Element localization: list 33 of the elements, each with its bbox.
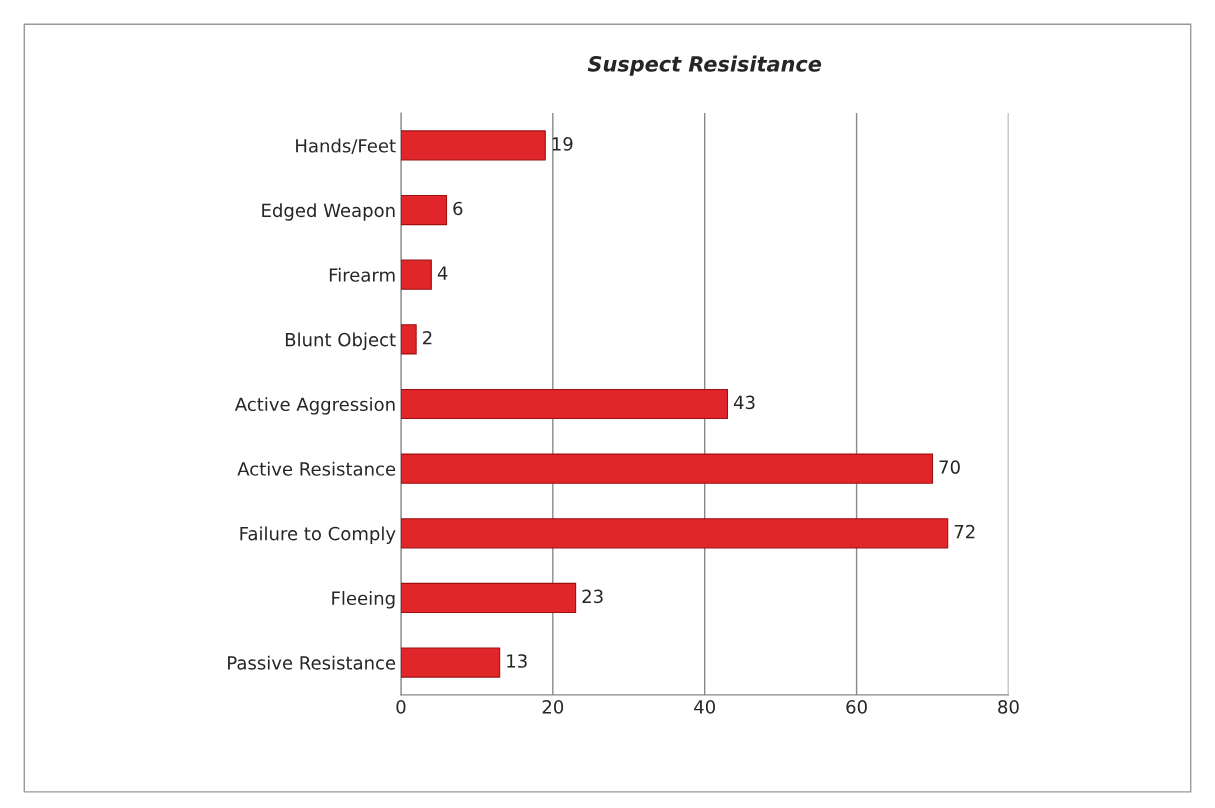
bar [400,518,949,549]
data-label: 13 [507,654,527,668]
bar [400,388,729,420]
data-label: 43 [733,395,755,410]
x-tick-label: 20 [542,700,564,714]
data-label: 2 [423,330,432,345]
bar [400,130,546,161]
y-tick-label: Fleeing [332,591,395,609]
data-label: 6 [453,201,463,216]
bar [400,324,417,355]
data-label: 23 [582,589,603,604]
y-tick-label: Firearm [329,267,395,282]
chart-title: Suspect Resisitance [587,55,822,76]
y-tick-label: Active Resistance [237,461,396,476]
y-tick-label: Edged Weapon [262,203,395,221]
bar [400,194,448,226]
y-tick-label: Failure to Comply [240,526,396,544]
y-tick-label: Hands/Feet [296,138,396,154]
x-tick-label: 60 [846,700,867,714]
data-label: 72 [954,524,975,539]
x-tick-label: 0 [396,700,406,714]
y-tick-label: Passive Resistance [228,655,396,670]
data-label: 4 [437,266,448,280]
y-tick-label: Blunt Object [285,332,396,350]
bar [400,453,934,484]
data-label: 70 [939,460,960,474]
x-tick-label: 80 [998,700,1019,714]
y-tick-label: Active Aggression [234,397,395,415]
data-label: 19 [552,137,573,151]
bar [400,582,577,614]
x-tick-label: 40 [694,700,715,714]
bar [400,259,432,290]
bar [400,647,501,678]
